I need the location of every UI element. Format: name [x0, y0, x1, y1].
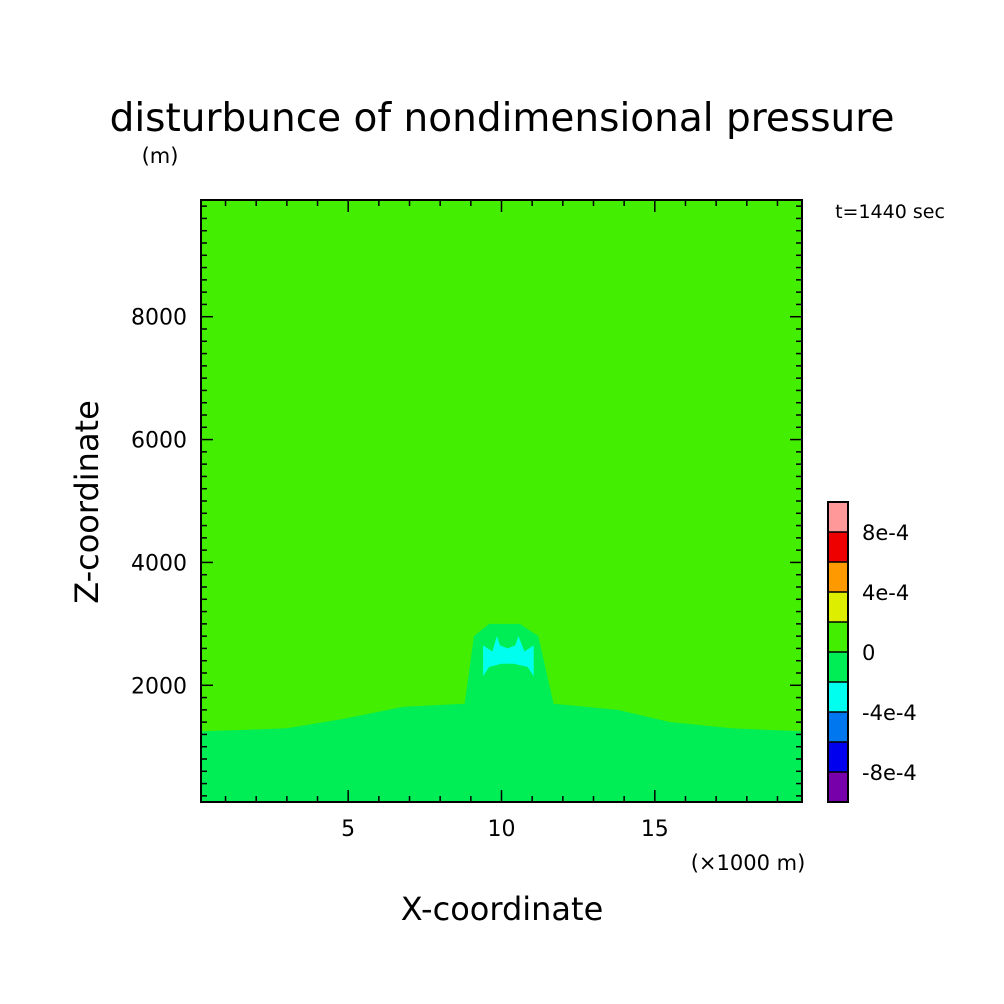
colorbar-swatch	[828, 592, 848, 622]
plot-area: 5 10 15 2000 4000 6000 8000	[131, 199, 803, 842]
colorbar: -8e-4 -4e-4 0 4e-4 8e-4	[827, 501, 917, 803]
x-unit-label: (×1000 m)	[691, 851, 806, 875]
y-tick-label: 6000	[131, 429, 187, 454]
y-tick-label: 2000	[131, 674, 187, 699]
colorbar-swatch	[828, 562, 848, 592]
contour-region-1	[483, 636, 534, 677]
time-label: t=1440 sec	[835, 201, 945, 223]
x-tick-label: 10	[488, 817, 516, 842]
colorbar-tick-label: -8e-4	[862, 761, 917, 785]
y-unit-label: (m)	[142, 144, 179, 168]
chart-title: disturbunce of nondimensional pressure	[110, 96, 895, 141]
colorbar-tick-label: 0	[862, 641, 875, 665]
colorbar-swatch	[828, 682, 848, 712]
colorbar-swatch	[828, 622, 848, 652]
colorbar-swatch	[828, 652, 848, 682]
colorbar-tick-label: -4e-4	[862, 701, 917, 725]
colorbar-swatch	[828, 712, 848, 742]
colorbar-swatch	[828, 502, 848, 532]
contour-regions	[201, 623, 802, 802]
colorbar-swatch	[828, 742, 848, 772]
axis-tick-labels: 5 10 15 2000 4000 6000 8000	[131, 306, 669, 842]
contour-region-0	[201, 623, 802, 802]
colorbar-swatch	[828, 772, 848, 802]
axis-ticks	[201, 200, 802, 802]
y-tick-label: 4000	[131, 551, 187, 576]
y-tick-label: 8000	[131, 306, 187, 331]
colorbar-tick-label: 8e-4	[862, 521, 909, 545]
y-axis-label: Z-coordinate	[68, 400, 106, 604]
x-tick-label: 5	[341, 817, 355, 842]
x-axis-label: X-coordinate	[401, 890, 604, 928]
colorbar-tick-label: 4e-4	[862, 581, 909, 605]
x-tick-label: 15	[641, 817, 669, 842]
colorbar-frame	[827, 501, 849, 803]
colorbar-swatch	[828, 532, 848, 562]
